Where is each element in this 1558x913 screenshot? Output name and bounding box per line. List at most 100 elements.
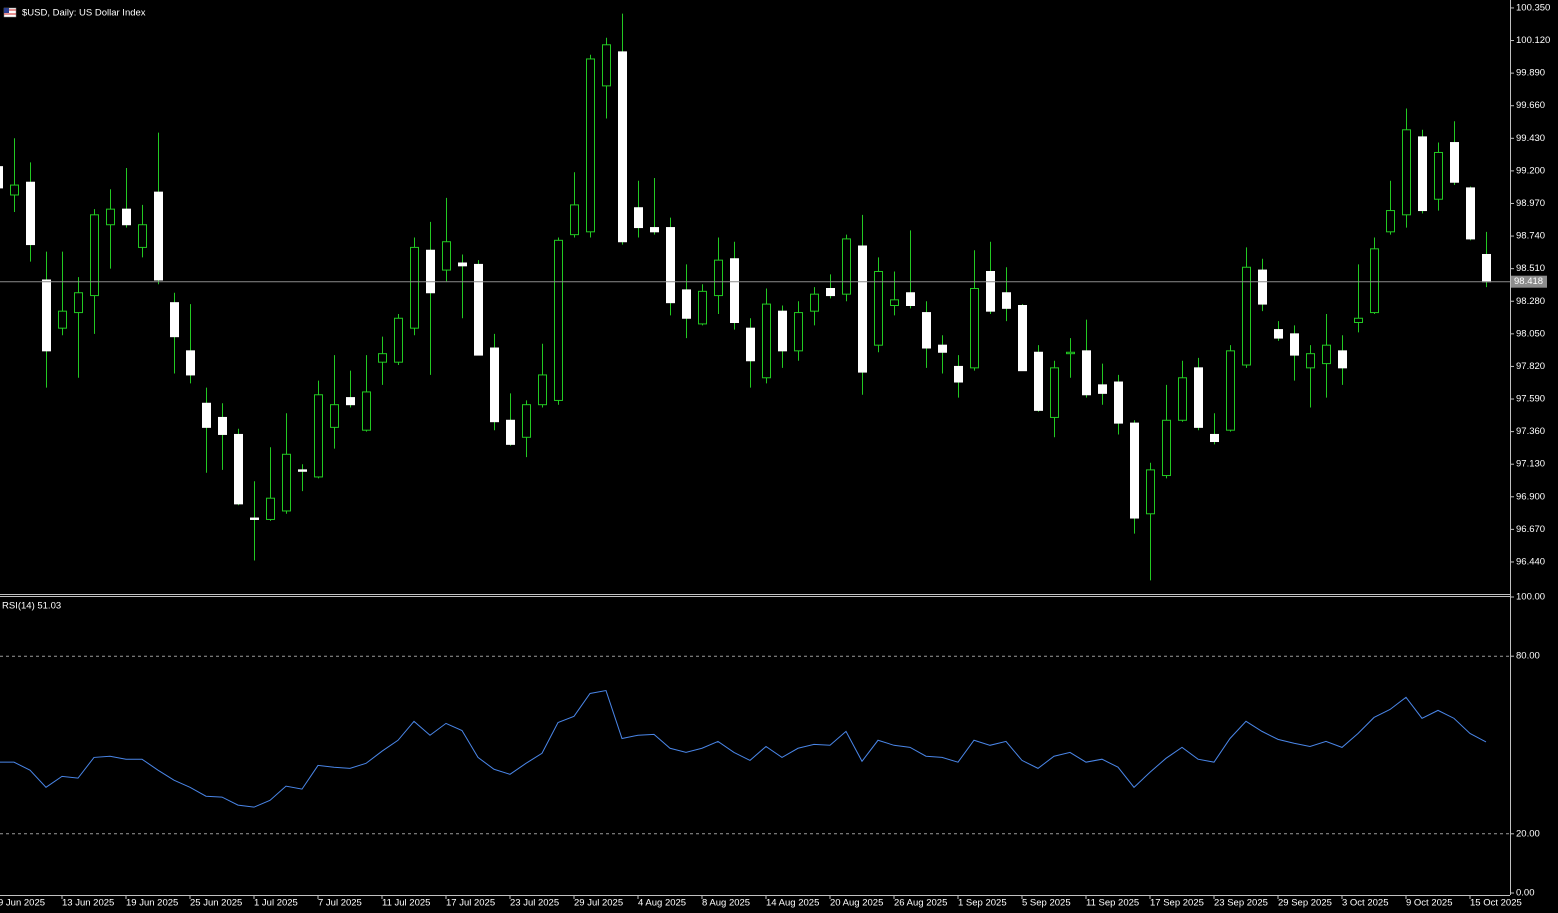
candle-body bbox=[778, 310, 787, 352]
candle-body bbox=[586, 58, 595, 233]
candle-body bbox=[1130, 422, 1139, 519]
candle-body bbox=[298, 469, 307, 472]
candle-body bbox=[426, 249, 435, 294]
y-tick-label: 96.440 bbox=[1516, 556, 1545, 567]
candle-body bbox=[666, 227, 675, 304]
candle-body bbox=[1242, 266, 1251, 366]
candle-body bbox=[186, 350, 195, 376]
x-tick-label: 5 Sep 2025 bbox=[1022, 898, 1071, 909]
x-tick-label: 23 Jul 2025 bbox=[510, 898, 559, 909]
candle-body bbox=[122, 208, 131, 226]
candle-body bbox=[890, 299, 899, 307]
candle-body bbox=[90, 214, 99, 297]
y-tick-label: 100.00 bbox=[1516, 592, 1545, 603]
candle-body bbox=[570, 204, 579, 236]
x-tick-label: 23 Sep 2025 bbox=[1214, 898, 1268, 909]
y-tick-label: 100.350 bbox=[1516, 2, 1550, 13]
candle-body bbox=[1418, 136, 1427, 212]
candle-body bbox=[314, 394, 323, 478]
x-tick-label: 13 Jun 2025 bbox=[62, 898, 114, 909]
x-tick-label: 9 Oct 2025 bbox=[1406, 898, 1452, 909]
candle-body bbox=[1194, 367, 1203, 428]
candle-body bbox=[378, 353, 387, 363]
candle-body bbox=[986, 270, 995, 312]
y-tick-label: 97.360 bbox=[1516, 426, 1545, 437]
candle-body bbox=[698, 290, 707, 325]
candle-body bbox=[746, 327, 755, 362]
x-tick-label: 14 Aug 2025 bbox=[766, 898, 819, 909]
candle-body bbox=[1018, 305, 1027, 372]
candle-body bbox=[522, 404, 531, 438]
candle-body bbox=[650, 227, 659, 233]
candle-body bbox=[410, 246, 419, 329]
candle-body bbox=[826, 287, 835, 297]
candle-body bbox=[1290, 333, 1299, 356]
y-tick-label: 98.050 bbox=[1516, 328, 1545, 339]
candle-body bbox=[58, 310, 67, 329]
candle-body bbox=[1066, 351, 1075, 355]
candle-body bbox=[506, 419, 515, 445]
candle-body bbox=[858, 245, 867, 373]
y-tick-label: 97.820 bbox=[1516, 361, 1545, 372]
candle-body bbox=[106, 208, 115, 226]
y-tick-label: 97.130 bbox=[1516, 459, 1545, 470]
candle-body bbox=[1434, 151, 1443, 200]
y-tick-label: 20.00 bbox=[1516, 828, 1540, 839]
candle-body bbox=[362, 391, 371, 431]
candle-body bbox=[794, 312, 803, 352]
last-price-box bbox=[1511, 275, 1547, 288]
y-tick-label: 96.670 bbox=[1516, 524, 1545, 535]
candle-body bbox=[634, 207, 643, 229]
candle-body bbox=[218, 416, 227, 435]
candle-body bbox=[842, 238, 851, 295]
candle-body bbox=[1482, 253, 1491, 283]
candle-body bbox=[730, 258, 739, 324]
rsi-line bbox=[0, 689, 1487, 808]
candle-body bbox=[394, 317, 403, 363]
last-price-label: 98.418 bbox=[1514, 276, 1543, 287]
candle-body bbox=[250, 517, 259, 520]
candle-body bbox=[938, 344, 947, 353]
candle-body bbox=[714, 259, 723, 297]
candle-body bbox=[330, 404, 339, 428]
candle-body bbox=[810, 293, 819, 312]
candle-body bbox=[266, 497, 275, 520]
x-tick-label: 26 Aug 2025 bbox=[894, 898, 947, 909]
y-tick-label: 0.00 bbox=[1516, 888, 1535, 899]
x-tick-label: 11 Sep 2025 bbox=[1086, 898, 1139, 909]
x-tick-label: 17 Jul 2025 bbox=[446, 898, 495, 909]
x-tick-label: 19 Jun 2025 bbox=[126, 898, 178, 909]
candle-body bbox=[1258, 269, 1267, 305]
y-tick-label: 97.590 bbox=[1516, 394, 1545, 405]
candle-body bbox=[1274, 329, 1283, 339]
candle-body bbox=[154, 191, 163, 281]
candle-body bbox=[1034, 351, 1043, 411]
chart-title: $USD, Daily: US Dollar Index bbox=[22, 8, 146, 19]
y-tick-label: 99.660 bbox=[1516, 100, 1545, 111]
candle-body bbox=[1146, 469, 1155, 515]
y-tick-label: 98.740 bbox=[1516, 231, 1545, 242]
candle-body bbox=[282, 453, 291, 512]
y-tick-label: 98.970 bbox=[1516, 198, 1545, 209]
candle-body bbox=[170, 302, 179, 338]
y-tick-label: 100.120 bbox=[1516, 35, 1550, 46]
candle-body bbox=[1450, 142, 1459, 183]
y-tick-label: 98.510 bbox=[1516, 263, 1545, 274]
x-tick-label: 3 Oct 2025 bbox=[1342, 898, 1388, 909]
y-tick-label: 96.900 bbox=[1516, 491, 1545, 502]
x-tick-label: 20 Aug 2025 bbox=[830, 898, 883, 909]
candle-body bbox=[474, 263, 483, 356]
x-tick-label: 8 Aug 2025 bbox=[702, 898, 750, 909]
candle-body bbox=[346, 397, 355, 406]
y-tick-label: 98.280 bbox=[1516, 296, 1545, 307]
candle-body bbox=[1082, 350, 1091, 396]
x-tick-label: 11 Jul 2025 bbox=[382, 898, 430, 909]
y-tick-label: 80.00 bbox=[1516, 651, 1540, 662]
candle-body bbox=[682, 289, 691, 319]
x-tick-label: 15 Oct 2025 bbox=[1470, 898, 1522, 909]
candle-body bbox=[1306, 353, 1315, 369]
x-tick-label: 4 Aug 2025 bbox=[638, 898, 686, 909]
candle-body bbox=[26, 181, 35, 246]
